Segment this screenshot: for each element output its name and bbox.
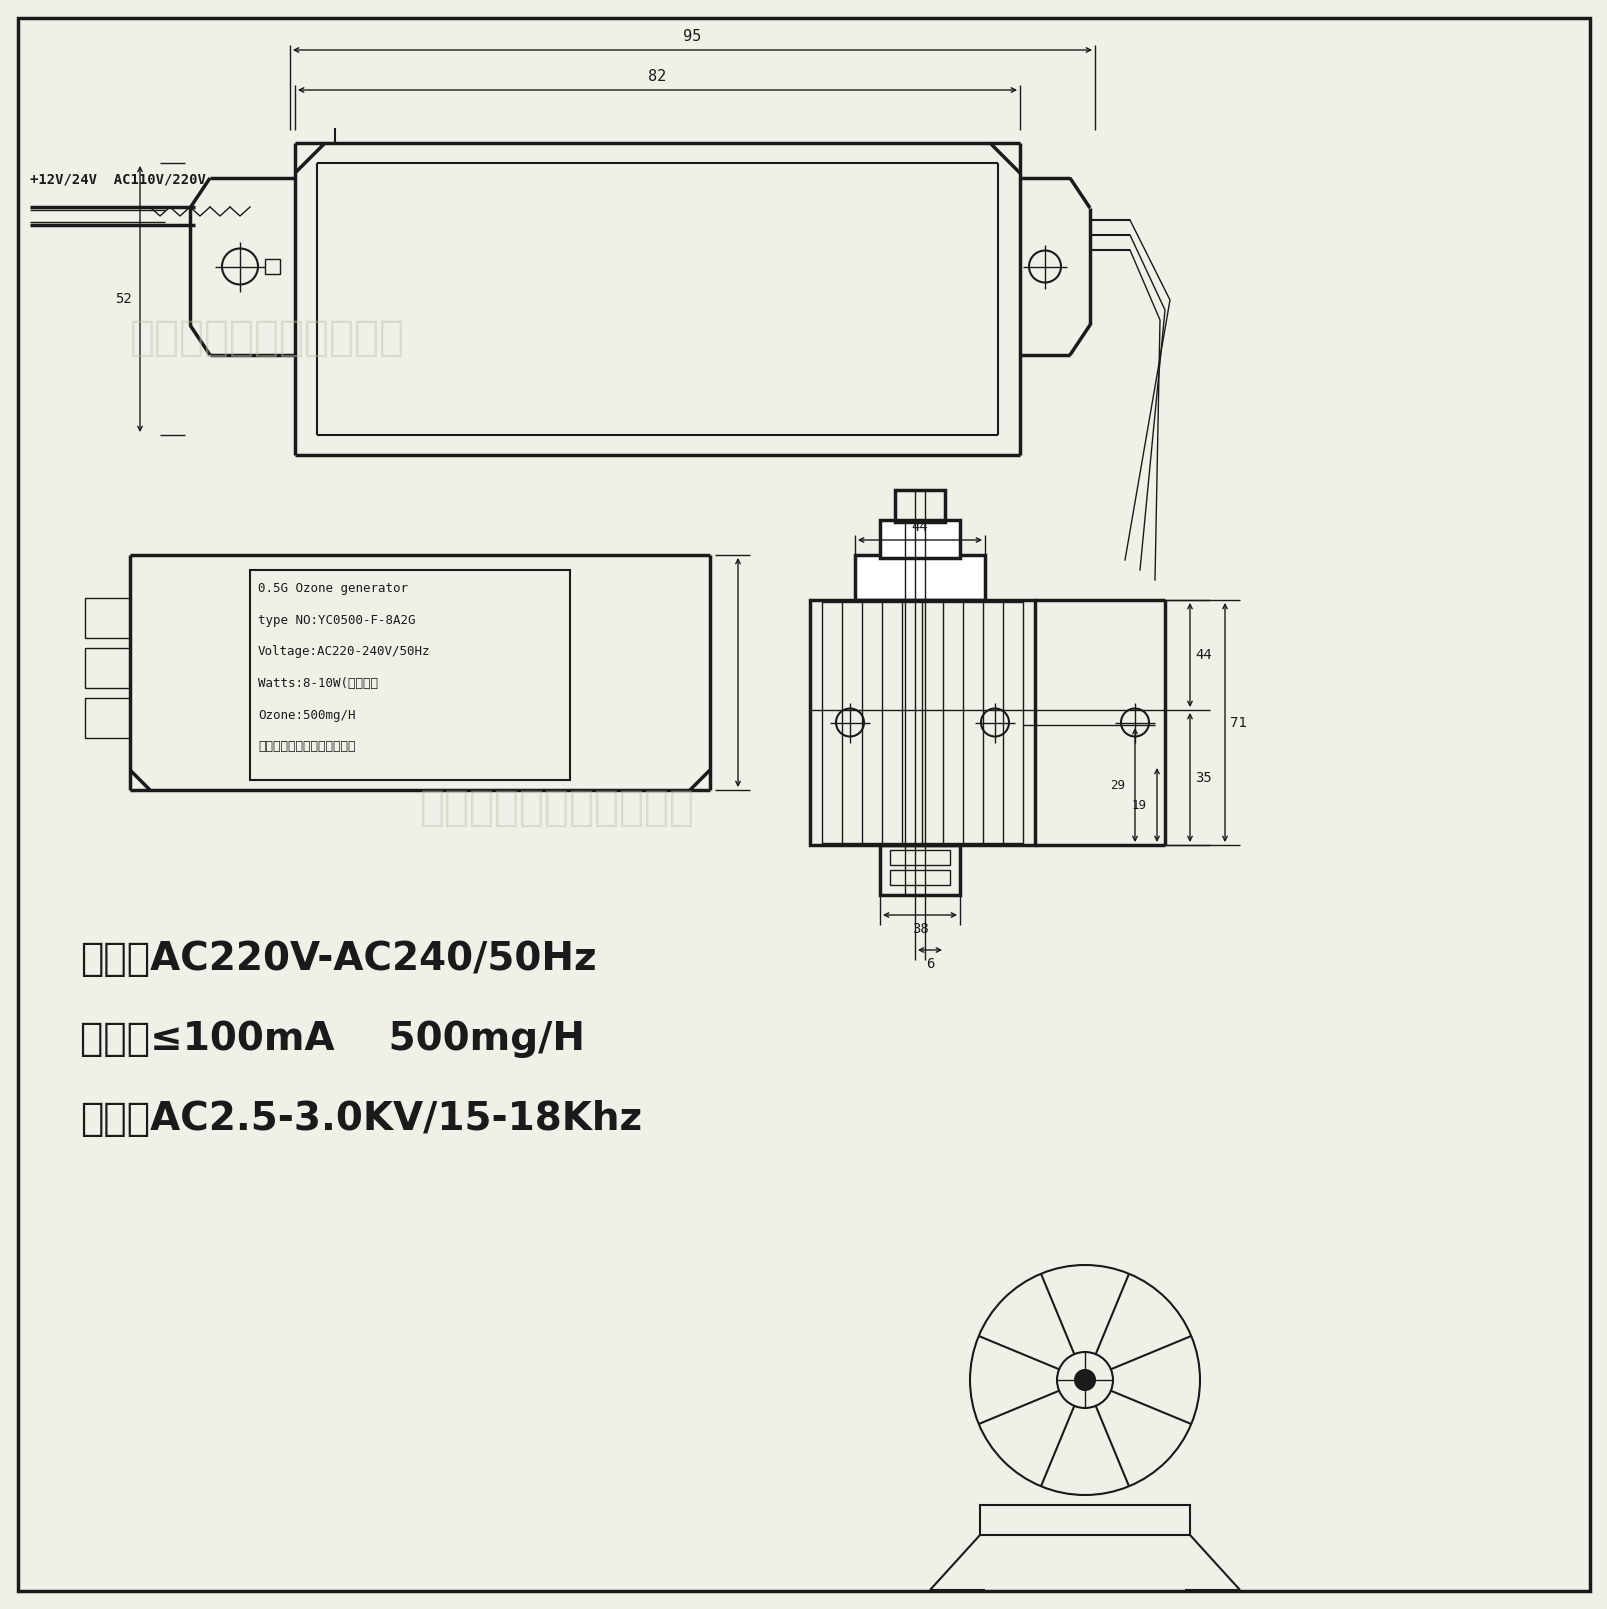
Bar bbox=[85, 597, 130, 637]
Text: 35: 35 bbox=[1194, 771, 1212, 785]
Text: 高压：AC2.5-3.0KV/15-18Khz: 高压：AC2.5-3.0KV/15-18Khz bbox=[80, 1101, 641, 1138]
Text: 天长市睿诚电子有限公司: 天长市睿诚电子有限公司 bbox=[419, 787, 694, 829]
Text: 82: 82 bbox=[648, 69, 667, 84]
Text: 44: 44 bbox=[911, 520, 927, 534]
Text: 95: 95 bbox=[683, 29, 701, 43]
Text: 29: 29 bbox=[1109, 779, 1125, 792]
Text: 38: 38 bbox=[911, 922, 927, 936]
Text: 电压：AC220V-AC240/50Hz: 电压：AC220V-AC240/50Hz bbox=[80, 940, 596, 978]
Bar bbox=[879, 845, 959, 895]
Text: Ozone:500mg/H: Ozone:500mg/H bbox=[257, 708, 355, 722]
Bar bbox=[895, 491, 945, 521]
Text: Voltage:AC220-240V/50Hz: Voltage:AC220-240V/50Hz bbox=[257, 645, 431, 658]
Text: 6: 6 bbox=[926, 957, 934, 970]
Bar bbox=[265, 259, 280, 274]
Text: type NO:YC0500-F-8A2G: type NO:YC0500-F-8A2G bbox=[257, 613, 415, 626]
Text: 52: 52 bbox=[116, 291, 132, 306]
Bar bbox=[249, 570, 569, 780]
Bar bbox=[979, 1504, 1189, 1535]
Text: Watts:8-10W(自激式）: Watts:8-10W(自激式） bbox=[257, 677, 378, 690]
Text: 天长市睿诚电子有限公司: 天长市睿诚电子有限公司 bbox=[130, 317, 405, 359]
Bar bbox=[85, 647, 130, 687]
Text: 电流：≤100mA    500mg/H: 电流：≤100mA 500mg/H bbox=[80, 1020, 585, 1059]
Bar bbox=[889, 870, 950, 885]
Text: 44: 44 bbox=[1194, 648, 1212, 661]
Bar bbox=[855, 555, 985, 600]
Text: 71: 71 bbox=[1229, 716, 1245, 729]
Bar bbox=[85, 697, 130, 737]
Text: 电源模块长时间使用注意散热: 电源模块长时间使用注意散热 bbox=[257, 740, 355, 753]
Bar bbox=[821, 602, 1022, 843]
Circle shape bbox=[1075, 1369, 1094, 1390]
Bar bbox=[889, 850, 950, 866]
Text: 0.5G Ozone generator: 0.5G Ozone generator bbox=[257, 582, 408, 595]
Bar bbox=[879, 520, 959, 558]
Bar bbox=[810, 600, 1035, 845]
Text: 19: 19 bbox=[1131, 798, 1146, 811]
Text: +12V/24V  AC110V/220V: +12V/24V AC110V/220V bbox=[31, 172, 206, 187]
